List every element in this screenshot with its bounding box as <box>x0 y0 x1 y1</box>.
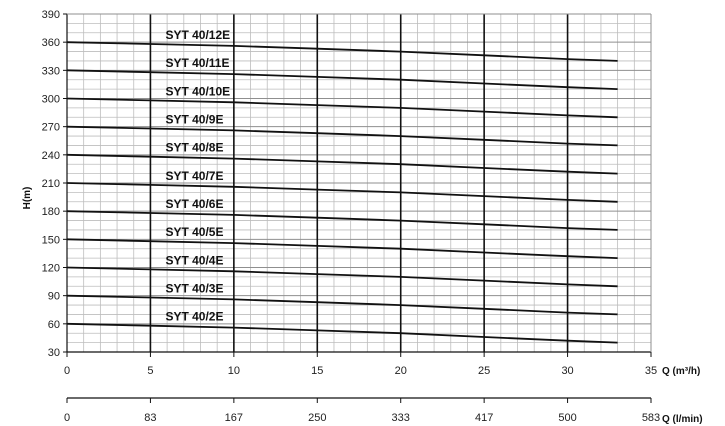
curve-labels: SYT 40/2E SYT 40/3E SYT 40/4E SYT 40/5E SYT … <box>165 28 230 324</box>
x-tick-label: 35 <box>645 365 657 377</box>
y-tick-label: 30 <box>48 347 60 359</box>
y-tick-label: 390 <box>42 9 60 21</box>
curve-label: SYT 40/5E <box>165 225 223 239</box>
y-tick-label: 90 <box>48 291 60 303</box>
y-tick-label: 360 <box>42 37 60 49</box>
pump-curve <box>66 294 618 316</box>
x-tick-labels: 0 5 10 15 20 25 30 35 <box>64 352 657 377</box>
x2-tick-label: 167 <box>225 412 243 424</box>
pump-curve <box>66 153 618 175</box>
x-tick-label: 0 <box>64 365 70 377</box>
x-axis-label: Q (m³/h) <box>662 366 700 377</box>
x2-tick-label: 417 <box>475 412 493 424</box>
pump-curve <box>66 322 618 344</box>
y-axis-label: H(m) <box>22 187 33 210</box>
x2-tick-label: 250 <box>308 412 326 424</box>
x2-tick-label: 83 <box>144 412 156 424</box>
major-gridlines <box>67 13 651 353</box>
curve-label: SYT 40/11E <box>165 56 229 70</box>
x-tick-label: 25 <box>478 365 490 377</box>
curve-label: SYT 40/4E <box>165 253 223 267</box>
y-tick-label: 270 <box>42 122 60 134</box>
x-tick-label: 15 <box>311 365 323 377</box>
curve-label: SYT 40/9E <box>165 113 223 127</box>
y-tick-label: 120 <box>42 263 60 275</box>
y-tick-labels: 30 60 90 120 150 180 210 240 270 300 330 360 390 <box>42 9 67 359</box>
pump-curve <box>66 97 618 119</box>
curve-label: SYT 40/10E <box>165 84 230 98</box>
pump-curve <box>66 210 618 231</box>
pump-curve <box>66 69 618 90</box>
y-tick-label: 180 <box>42 206 60 218</box>
curve-label: SYT 40/12E <box>165 28 230 42</box>
y-tick-label: 300 <box>42 94 60 106</box>
pump-curve <box>66 182 618 203</box>
pump-curve <box>66 125 618 147</box>
pump-curves <box>66 41 618 344</box>
x2-tick-label: 583 <box>642 412 660 424</box>
x2-tick-label: 0 <box>64 412 70 424</box>
pump-curve <box>66 266 618 288</box>
y-tick-label: 60 <box>48 319 60 331</box>
secondary-x-axis: 0 83 167 250 333 417 500 583 <box>64 397 660 424</box>
y-tick-label: 240 <box>42 150 60 162</box>
x-tick-label: 30 <box>561 365 573 377</box>
x2-axis-label: Q (l/min) <box>662 414 703 425</box>
y-tick-label: 150 <box>42 234 60 246</box>
x2-tick-label: 500 <box>558 412 576 424</box>
pump-curve <box>66 41 618 62</box>
curve-label: SYT 40/6E <box>165 197 223 211</box>
curve-label: SYT 40/3E <box>165 282 223 296</box>
x-tick-label: 5 <box>147 365 153 377</box>
y-tick-label: 330 <box>42 65 60 77</box>
curve-label: SYT 40/7E <box>165 169 223 183</box>
curve-label: SYT 40/8E <box>165 141 223 155</box>
pump-curve <box>66 238 618 259</box>
curve-label: SYT 40/2E <box>165 310 223 324</box>
x2-tick-label: 333 <box>392 412 410 424</box>
x-tick-label: 20 <box>395 365 407 377</box>
x-tick-label: 10 <box>228 365 240 377</box>
y-tick-label: 210 <box>42 178 60 190</box>
